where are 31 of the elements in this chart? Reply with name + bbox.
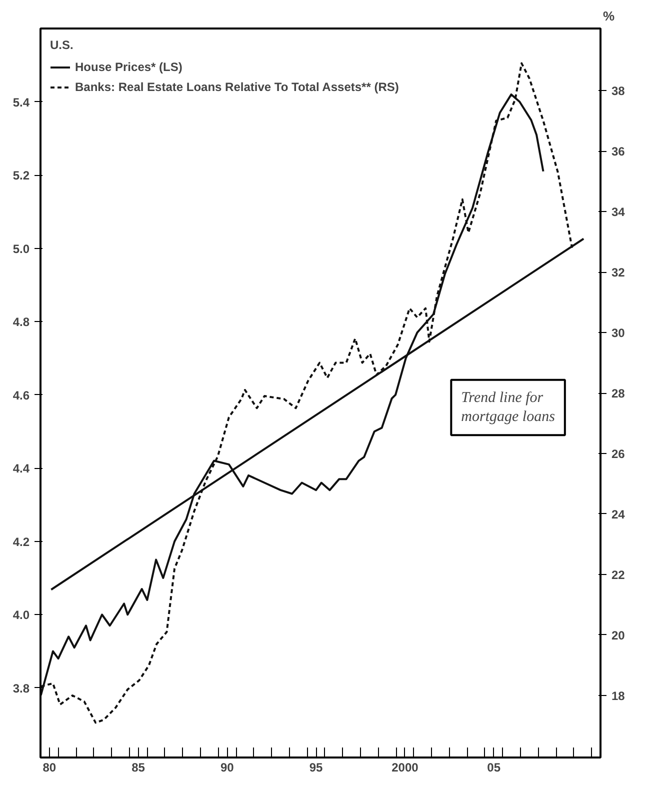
y-tick-label: 5.4: [12, 95, 30, 110]
x-tick-label: 80: [42, 760, 56, 774]
y-tick-label: 4.2: [12, 534, 30, 549]
y-tick-label: 4.4: [12, 462, 30, 476]
y2-tick-label: 38: [612, 84, 626, 98]
y-tick-label: 3.8: [12, 681, 30, 696]
y-tick-label: 4.0: [12, 608, 30, 622]
legend-label: Banks: Real Estate Loans Relative To Total Assets** (RS): [75, 80, 399, 94]
y2-tick-label: 28: [612, 386, 626, 400]
y2-tick-label: 34: [612, 205, 626, 220]
y2-tick-label: 20: [612, 628, 626, 642]
y-tick-label: 5.0: [12, 242, 30, 256]
y2-tick-label: 24: [612, 507, 626, 522]
x-tick-label: 05: [487, 760, 501, 774]
x-tick-label: 90: [220, 760, 234, 774]
y2-tick-label: 18: [612, 688, 626, 703]
y2-tick-label: 30: [612, 326, 626, 340]
y2-axis-title: %: [602, 8, 615, 24]
y2-tick-label: 32: [612, 266, 626, 280]
legend-label: House Prices* (LS): [75, 60, 182, 74]
y-tick-label: 5.2: [12, 168, 30, 183]
y2-tick-label: 26: [612, 447, 626, 461]
annotation: Trend line for mortgage loans: [461, 390, 556, 426]
x-tick-label: 2000: [392, 760, 419, 774]
y2-tick-label: 22: [612, 568, 626, 582]
x-tick-label: 95: [309, 760, 324, 774]
y-tick-label: 4.8: [12, 315, 30, 330]
y2-tick-label: 36: [612, 144, 626, 159]
legend-title: U.S.: [50, 38, 74, 52]
y-tick-label: 4.6: [12, 388, 30, 402]
x-tick-label: 85: [132, 760, 146, 774]
